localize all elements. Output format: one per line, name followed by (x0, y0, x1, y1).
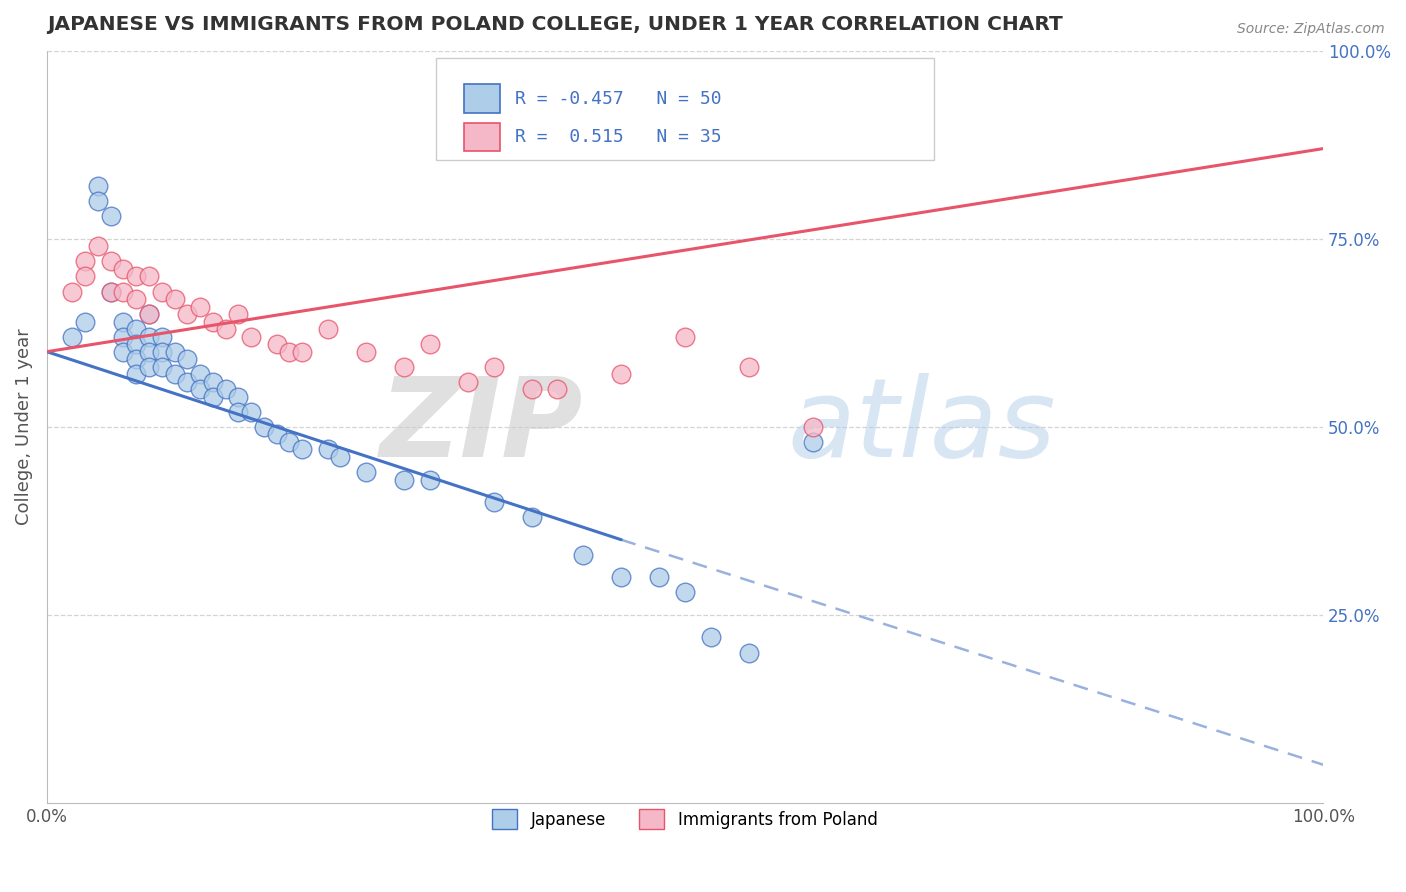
Point (419, 337, 441, 351)
Point (419, 473, 441, 487)
Point (150, 344, 173, 359)
Point (176, 352, 198, 367)
Point (112, 315, 135, 329)
Point (214, 322, 236, 336)
Point (138, 329, 160, 343)
Point (214, 382, 236, 396)
Point (201, 315, 224, 329)
Point (801, 434, 824, 449)
Point (457, 375, 479, 389)
Point (112, 262, 135, 277)
Point (138, 269, 160, 284)
Point (125, 368, 148, 382)
Point (482, 495, 505, 509)
Point (354, 465, 377, 479)
Point (266, 337, 288, 351)
Point (100, 209, 122, 223)
Point (87, 179, 110, 194)
Point (163, 368, 186, 382)
Point (176, 375, 198, 389)
Point (738, 646, 761, 660)
Point (150, 329, 173, 343)
Point (75, 315, 97, 329)
Point (125, 322, 148, 336)
Point (546, 382, 568, 396)
Point (87, 239, 110, 253)
Point (112, 285, 135, 299)
Point (112, 344, 135, 359)
Legend: Japanese, Immigrants from Poland: Japanese, Immigrants from Poland (485, 802, 884, 836)
Point (138, 344, 160, 359)
Point (201, 375, 224, 389)
Point (75, 254, 97, 268)
Text: JAPANESE VS IMMIGRANTS FROM POLAND COLLEGE, UNDER 1 YEAR CORRELATION CHART: JAPANESE VS IMMIGRANTS FROM POLAND COLLE… (46, 15, 1063, 34)
Point (240, 405, 263, 419)
Point (138, 307, 160, 321)
Y-axis label: College, Under 1 year: College, Under 1 year (15, 328, 32, 525)
FancyBboxPatch shape (464, 85, 501, 113)
Point (394, 359, 416, 374)
Point (100, 285, 122, 299)
Text: atlas: atlas (787, 374, 1056, 481)
FancyBboxPatch shape (464, 122, 501, 151)
Point (62, 285, 84, 299)
Point (291, 442, 314, 457)
Point (176, 307, 198, 321)
Point (316, 322, 339, 336)
Point (100, 285, 122, 299)
Point (150, 285, 173, 299)
Point (100, 254, 122, 268)
Point (572, 548, 595, 562)
Point (138, 359, 160, 374)
Point (240, 329, 263, 343)
Point (228, 307, 250, 321)
Point (329, 450, 352, 464)
Point (75, 269, 97, 284)
Point (228, 405, 250, 419)
Point (699, 631, 721, 645)
Point (125, 269, 148, 284)
Point (266, 427, 288, 442)
Point (125, 337, 148, 351)
Point (278, 434, 301, 449)
Point (394, 473, 416, 487)
Point (163, 344, 186, 359)
Point (62, 329, 84, 343)
Point (610, 368, 633, 382)
Point (188, 300, 211, 314)
Point (673, 329, 696, 343)
Point (520, 510, 543, 524)
Point (125, 292, 148, 306)
Text: Source: ZipAtlas.com: Source: ZipAtlas.com (1237, 22, 1385, 37)
Point (648, 570, 671, 584)
Point (125, 352, 148, 367)
Point (738, 359, 761, 374)
Point (316, 442, 339, 457)
Point (278, 344, 301, 359)
Point (228, 390, 250, 404)
Point (801, 420, 824, 434)
Point (291, 344, 314, 359)
Point (112, 329, 135, 343)
Point (87, 194, 110, 209)
Point (188, 368, 211, 382)
Point (673, 585, 696, 599)
Point (354, 344, 377, 359)
Text: ZIP: ZIP (380, 374, 583, 481)
FancyBboxPatch shape (436, 58, 934, 160)
Text: R = -0.457   N = 50: R = -0.457 N = 50 (515, 90, 721, 108)
Point (150, 359, 173, 374)
Point (201, 390, 224, 404)
Point (253, 420, 276, 434)
Point (138, 307, 160, 321)
Point (482, 359, 505, 374)
Point (188, 382, 211, 396)
Point (520, 382, 543, 396)
Point (163, 292, 186, 306)
Text: R =  0.515   N = 35: R = 0.515 N = 35 (515, 128, 721, 145)
Point (610, 570, 633, 584)
